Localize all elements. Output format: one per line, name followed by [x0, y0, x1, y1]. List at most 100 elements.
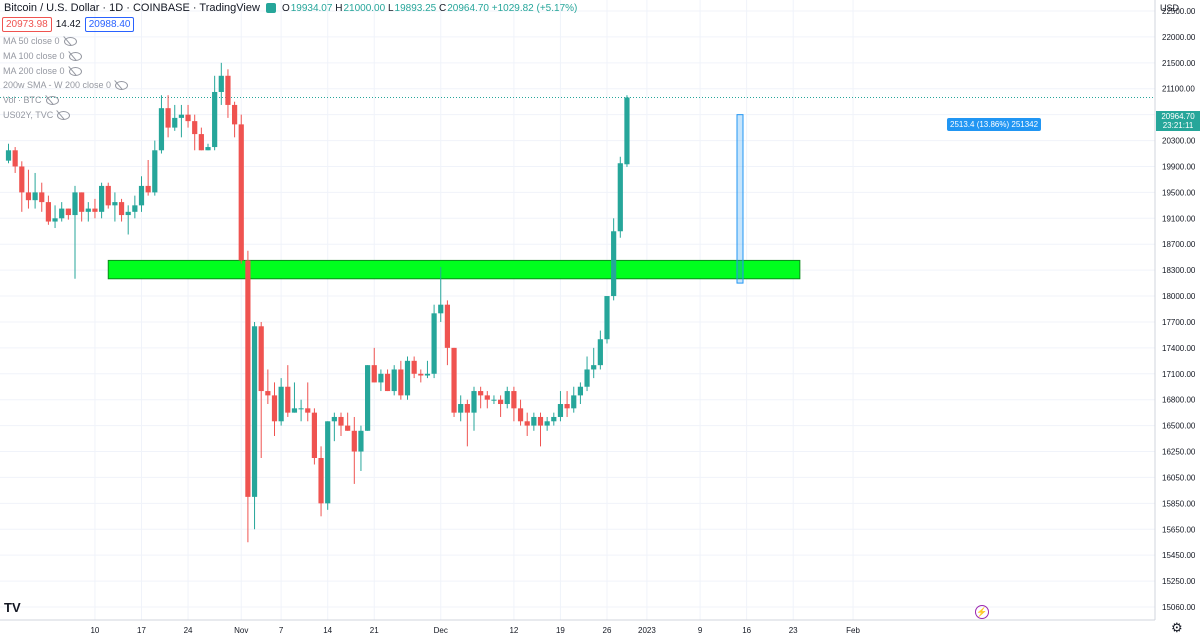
hidden-eye-icon[interactable]	[68, 51, 82, 61]
lightning-icon[interactable]: ⚡	[975, 605, 989, 619]
candle[interactable]	[99, 182, 105, 219]
candle[interactable]	[192, 114, 198, 151]
candle[interactable]	[464, 399, 470, 447]
candle[interactable]	[531, 412, 537, 431]
candle[interactable]	[471, 386, 477, 431]
candle[interactable]	[418, 369, 424, 383]
candle[interactable]	[165, 95, 171, 138]
candle[interactable]	[265, 369, 271, 405]
candle[interactable]	[345, 412, 351, 431]
hidden-eye-icon[interactable]	[68, 66, 82, 76]
candle[interactable]	[39, 182, 45, 212]
candle[interactable]	[45, 195, 51, 225]
candle[interactable]	[478, 386, 484, 409]
candle[interactable]	[371, 347, 377, 383]
candle[interactable]	[112, 192, 118, 222]
candle[interactable]	[79, 192, 85, 222]
candle[interactable]	[325, 421, 331, 510]
candle[interactable]	[604, 296, 610, 344]
candle[interactable]	[85, 202, 91, 222]
indicator-ma100[interactable]: MA 100 close 0	[3, 51, 82, 61]
time-axis[interactable]: 10 17 24 Nov 7 14 21 Dec 12 19 26 2023 9 16 23 Feb	[90, 626, 860, 635]
measure-range[interactable]	[736, 114, 744, 284]
candle[interactable]	[158, 95, 165, 154]
candle[interactable]	[32, 172, 38, 209]
candle[interactable]	[451, 347, 457, 417]
candle[interactable]	[25, 169, 32, 209]
candle[interactable]	[584, 356, 590, 392]
candle[interactable]	[232, 101, 238, 138]
candle[interactable]	[238, 114, 244, 264]
candle[interactable]	[537, 412, 544, 447]
candle[interactable]	[212, 75, 218, 151]
candle[interactable]	[384, 369, 391, 392]
candle[interactable]	[145, 160, 151, 196]
indicator-us02y[interactable]: US02Y, TVC	[3, 110, 71, 120]
candle[interactable]	[424, 360, 431, 379]
candle[interactable]	[285, 365, 291, 417]
candle[interactable]	[178, 104, 184, 138]
candle[interactable]	[172, 104, 178, 131]
candle[interactable]	[551, 412, 557, 426]
candle[interactable]	[524, 412, 530, 436]
candle[interactable]	[205, 143, 211, 151]
candle[interactable]	[271, 382, 278, 436]
tradingview-logo-icon[interactable]: TV	[4, 600, 21, 615]
candle[interactable]	[185, 104, 191, 128]
candle[interactable]	[125, 205, 131, 235]
candle[interactable]	[105, 182, 111, 209]
hidden-eye-icon[interactable]	[45, 95, 59, 105]
candle[interactable]	[351, 416, 357, 484]
candle[interactable]	[577, 382, 583, 405]
candle[interactable]	[5, 143, 12, 164]
indicator-200w-sma[interactable]: 200w SMA - W 200 close 0	[3, 80, 129, 90]
candle[interactable]	[365, 365, 371, 431]
candle[interactable]	[92, 198, 98, 219]
candle[interactable]	[444, 300, 450, 366]
buy-button[interactable]: 20988.40	[84, 17, 135, 32]
candle[interactable]	[597, 330, 603, 370]
candle[interactable]	[378, 369, 384, 392]
support-zone[interactable]	[107, 259, 801, 280]
hidden-eye-icon[interactable]	[57, 110, 71, 120]
candle[interactable]	[59, 202, 65, 222]
candle[interactable]	[12, 147, 18, 173]
candle[interactable]	[411, 356, 417, 379]
indicator-volume[interactable]: Vol · BTC	[3, 95, 59, 105]
candle[interactable]	[291, 382, 298, 413]
candle[interactable]	[225, 69, 231, 118]
candle[interactable]	[504, 386, 510, 409]
gear-icon[interactable]: ⚙	[1171, 620, 1183, 635]
candle[interactable]	[491, 395, 497, 405]
candle[interactable]	[544, 416, 550, 431]
candle[interactable]	[557, 391, 564, 422]
candle[interactable]	[318, 446, 324, 517]
candle[interactable]	[564, 391, 570, 417]
candle[interactable]	[198, 127, 204, 151]
candle[interactable]	[19, 161, 25, 212]
indicator-ma200[interactable]: MA 200 close 0	[3, 66, 82, 76]
measure-label[interactable]: 2513.4 (13.86%) 251342	[947, 118, 1042, 131]
candle[interactable]	[311, 408, 317, 465]
candle[interactable]	[338, 412, 344, 436]
candle[interactable]	[358, 425, 364, 471]
candle[interactable]	[298, 399, 304, 422]
candle[interactable]	[398, 360, 404, 400]
sell-button[interactable]: 20973.98	[2, 17, 52, 32]
candle[interactable]	[72, 185, 78, 279]
candle[interactable]	[218, 62, 224, 105]
candle[interactable]	[571, 386, 577, 413]
candle[interactable]	[431, 304, 437, 379]
candle[interactable]	[517, 399, 524, 426]
hidden-eye-icon[interactable]	[115, 80, 129, 90]
candle[interactable]	[404, 356, 411, 400]
candle[interactable]	[611, 218, 617, 301]
currency-select[interactable]: USD	[1160, 3, 1180, 13]
candle[interactable]	[245, 250, 251, 543]
symbol-title[interactable]: Bitcoin / U.S. Dollar · 1D · COINBASE · …	[4, 2, 260, 14]
candle[interactable]	[152, 140, 158, 196]
candle[interactable]	[65, 208, 71, 220]
candle[interactable]	[251, 321, 258, 530]
candle[interactable]	[391, 365, 397, 396]
